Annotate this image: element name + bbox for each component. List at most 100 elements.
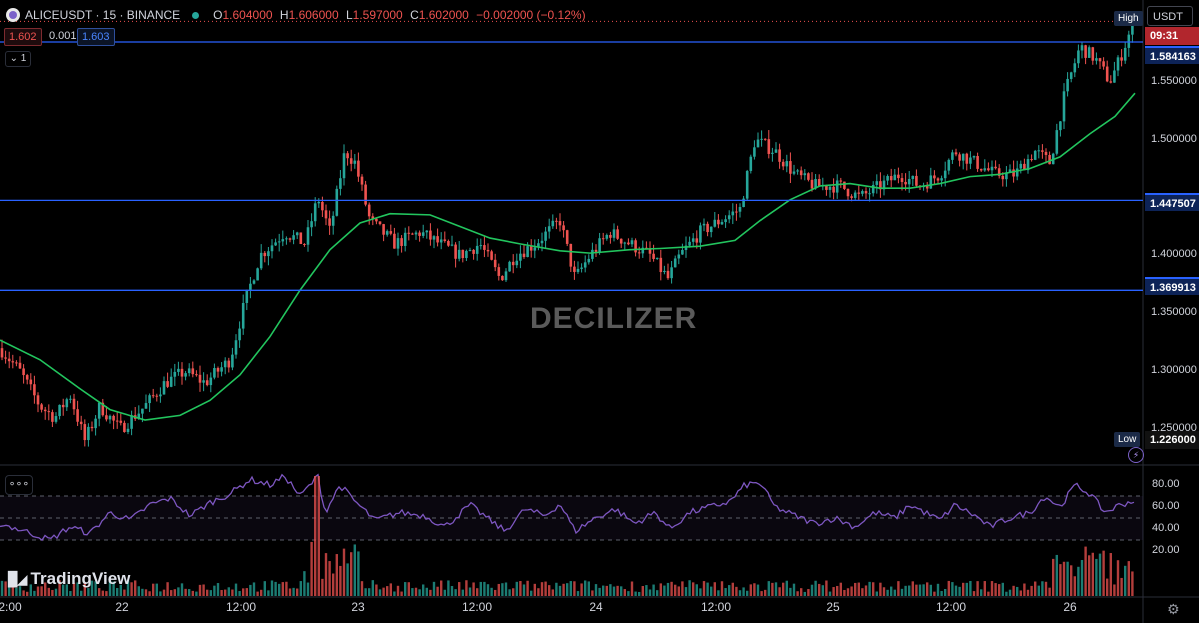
candle-body (738, 207, 742, 212)
indicator-menu-button[interactable]: ∘∘∘ (5, 475, 33, 495)
volume-bar (688, 580, 691, 596)
volume-bar (1098, 553, 1102, 596)
candle-body (187, 368, 191, 374)
tradingview-icon: ▉◢ (8, 570, 27, 587)
candle-body (353, 160, 357, 164)
candle-body (364, 184, 367, 205)
candle-body (601, 238, 605, 240)
volume-bar (328, 561, 331, 596)
volume-bar (522, 584, 526, 596)
volume-bar (508, 589, 511, 596)
candle-body (832, 186, 835, 193)
level-tag-1[interactable]: 1.584163 (1145, 46, 1199, 64)
symbol-title[interactable]: ALICEUSDT · 15 · BINANCE (25, 8, 181, 22)
candle-body (389, 231, 393, 234)
volume-bar (962, 582, 965, 596)
volume-bar (630, 581, 634, 596)
volume-bar (166, 582, 169, 596)
alert-bolt-icon[interactable]: ⚡ (1128, 447, 1144, 463)
volume-bar (616, 585, 619, 596)
volume-bar (915, 584, 918, 596)
candle-body (43, 409, 47, 412)
candle-body (1041, 150, 1044, 152)
candle-body (267, 251, 270, 257)
candle-body (699, 225, 702, 243)
sell-price-button[interactable]: 1.602 (4, 28, 42, 46)
candle-body (54, 416, 58, 422)
volume-bar (180, 583, 184, 596)
candle-body (879, 181, 882, 190)
volume-bar (987, 591, 990, 596)
volume-bar (87, 588, 90, 596)
level-tag-2[interactable]: 1.447507 (1145, 193, 1199, 211)
volume-bar (965, 582, 968, 596)
volume-bar (1084, 546, 1087, 596)
buy-price-button[interactable]: 1.603 (77, 28, 115, 46)
volume-bar (854, 582, 857, 596)
candle-body (1116, 57, 1120, 71)
time-axis-label: 12:00 (935, 600, 967, 614)
price-axis-label: 1.300000 (1151, 364, 1197, 377)
volume-bar (587, 581, 590, 596)
volume-bar (951, 582, 954, 596)
candle-body (789, 161, 792, 174)
volume-bar (188, 589, 191, 596)
candle-body (1019, 163, 1023, 169)
volume-bar (108, 580, 112, 596)
candle-body (547, 226, 551, 232)
candle-body (605, 234, 609, 239)
candle-body (385, 231, 389, 235)
volume-bar (1048, 587, 1051, 596)
candle-body (979, 168, 983, 171)
level-tag-3[interactable]: 1.369913 (1145, 277, 1199, 295)
volume-bar (360, 581, 364, 596)
collapse-indicators-button[interactable]: ⌄ 1 (5, 51, 31, 67)
volume-bar (994, 583, 997, 596)
settings-gear-icon[interactable]: ⚙ (1167, 601, 1180, 617)
candle-body (983, 168, 987, 171)
volume-bar (810, 584, 814, 596)
currency-select[interactable]: USDT ⌄ (1147, 6, 1193, 43)
volume-bar (303, 571, 306, 596)
candle-body (925, 185, 929, 189)
volume-bar (602, 585, 605, 596)
candle-body (803, 173, 807, 176)
candle-body (720, 222, 724, 225)
volume-bar (868, 581, 871, 596)
candle-body (231, 354, 234, 368)
volume-bar (645, 585, 648, 596)
volume-bar (1044, 581, 1048, 596)
volume-bar (458, 582, 461, 596)
candle-body (882, 180, 886, 190)
candle-body (1001, 175, 1005, 180)
volume-bar (861, 588, 864, 596)
volume-bar (18, 586, 22, 596)
volume-bar (1070, 565, 1073, 596)
volume-bar (353, 544, 356, 596)
volume-bar (692, 582, 695, 596)
alice-coin-icon (6, 8, 20, 22)
candle-body (169, 376, 173, 387)
candle-body (915, 175, 918, 186)
candle-body (594, 249, 598, 252)
candle-body (807, 173, 810, 180)
candle-body (684, 245, 688, 250)
candle-body (382, 224, 385, 235)
candle-body (702, 223, 706, 226)
candle-body (378, 221, 382, 225)
candle-body (598, 238, 601, 252)
candle-body (933, 175, 936, 179)
candle-body (349, 158, 353, 164)
volume-bar (278, 583, 281, 596)
volume-bar (332, 573, 335, 596)
volume-bar (771, 582, 774, 596)
candle-body (439, 239, 443, 243)
candle-body (706, 223, 709, 233)
candle-body (1008, 169, 1012, 173)
candle-body (652, 253, 655, 259)
volume-bar (486, 584, 490, 596)
volume-bar (152, 583, 155, 596)
candle-body (414, 232, 418, 235)
volume-bar (1016, 586, 1019, 596)
